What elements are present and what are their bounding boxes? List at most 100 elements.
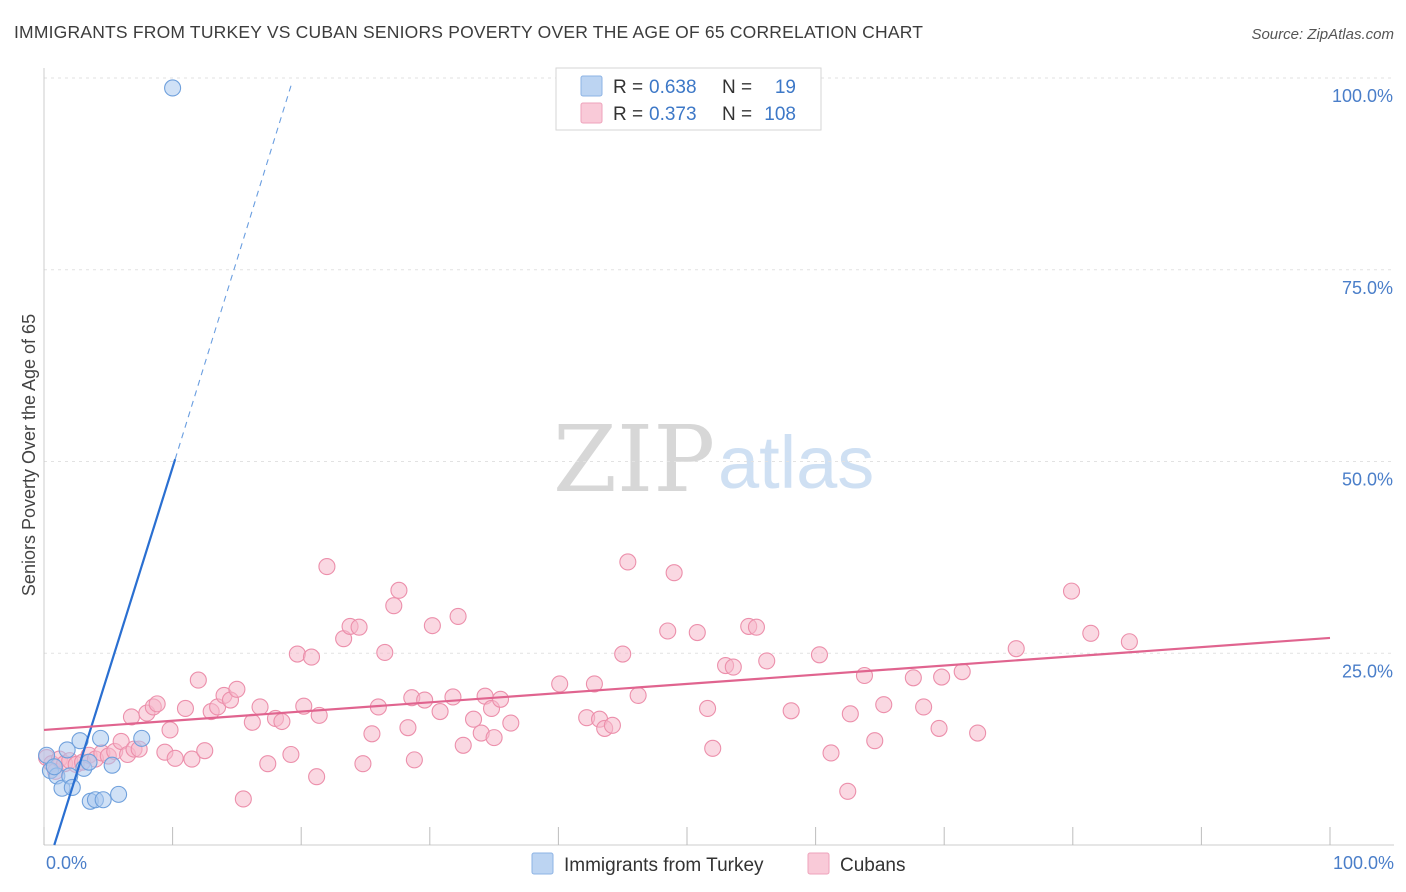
point-turkey-17 [133, 729, 151, 747]
point-cubans-49 [354, 755, 372, 773]
point-cubans-76 [603, 716, 621, 734]
watermark-atlas: atlas [718, 421, 874, 504]
legend-swatch-cubans [580, 102, 603, 124]
legend-n-label-turkey: N = [722, 77, 752, 98]
point-cubans-100 [930, 719, 948, 737]
point-cubans-36 [259, 755, 277, 773]
point-cubans-40 [288, 645, 306, 663]
point-cubans-57 [405, 751, 423, 769]
point-cubans-97 [875, 696, 893, 714]
point-turkey-14 [94, 791, 112, 809]
point-cubans-63 [454, 736, 472, 754]
point-cubans-27 [196, 742, 214, 760]
trend-line-turkey [53, 458, 177, 846]
point-cubans-50 [363, 725, 381, 743]
point-cubans-77 [614, 645, 632, 663]
legend-n-label-cubans: N = [722, 104, 752, 125]
bottom-legend-swatch-turkey [531, 852, 554, 875]
point-cubans-23 [166, 749, 184, 767]
bottom-legend-label-turkey: Immigrants from Turkey [564, 855, 764, 876]
point-turkey-16 [110, 785, 128, 803]
point-cubans-54 [390, 581, 408, 599]
legend-swatch-turkey [580, 75, 603, 97]
watermark: ZIP atlas [553, 406, 874, 513]
point-cubans-106 [1082, 624, 1100, 642]
point-cubans-82 [688, 623, 706, 642]
trend-line-cubans [43, 636, 1331, 732]
point-cubans-84 [704, 739, 722, 757]
y-tick-label-75: 75.0% [1342, 278, 1393, 298]
point-cubans-60 [431, 702, 449, 721]
point-cubans-90 [782, 702, 800, 720]
axes [43, 68, 1394, 846]
point-cubans-107 [1120, 633, 1138, 651]
point-cubans-94 [839, 782, 857, 800]
point-cubans-22 [161, 721, 179, 739]
series-legend: Immigrants from Turkey Cubans [531, 852, 906, 876]
point-cubans-32 [228, 680, 246, 698]
point-cubans-42 [302, 648, 321, 666]
point-cubans-91 [810, 646, 829, 664]
point-cubans-44 [308, 768, 326, 786]
bottom-legend-label-cubans: Cubans [840, 855, 906, 876]
point-cubans-88 [747, 618, 765, 636]
point-cubans-25 [183, 750, 201, 768]
point-cubans-39 [282, 745, 300, 764]
point-cubans-103 [969, 724, 987, 742]
y-tick-label-50: 50.0% [1342, 470, 1393, 490]
x-tick-labels: 0.0% 100.0% [46, 853, 1394, 873]
series-cubans [38, 553, 1138, 808]
point-cubans-83 [699, 699, 717, 718]
point-cubans-99 [915, 698, 933, 716]
point-cubans-104 [1007, 640, 1025, 658]
point-turkey-5 [58, 741, 76, 759]
x-tick-label-max: 100.0% [1333, 853, 1394, 873]
trend-line-turkey-extension [174, 81, 293, 460]
chart-source: Source: ZipAtlas.com [1251, 26, 1394, 43]
y-tick-labels: 25.0% 50.0% 75.0% 100.0% [1332, 86, 1393, 681]
point-turkey-18 [45, 758, 63, 776]
point-cubans-20 [148, 695, 166, 713]
point-cubans-61 [444, 688, 462, 706]
point-cubans-98 [904, 669, 922, 687]
correlation-legend: R = 0.638 N = 19 R = 0.373 N = 108 [555, 67, 822, 131]
point-turkey-13 [92, 729, 110, 747]
y-axis-label: Seniors Poverty Over the Age of 65 [19, 314, 39, 596]
point-cubans-89 [758, 652, 776, 670]
point-cubans-93 [841, 705, 859, 723]
legend-r-label-turkey: R = [613, 77, 643, 98]
legend-n-value-cubans: 108 [764, 104, 796, 125]
legend-n-value-turkey: 19 [775, 77, 796, 98]
point-cubans-52 [376, 643, 394, 662]
watermark-zip: ZIP [553, 406, 715, 513]
point-cubans-79 [629, 686, 647, 704]
point-cubans-58 [416, 691, 434, 709]
y-tick-label-100: 100.0% [1332, 86, 1393, 106]
legend-r-value-turkey: 0.638 [649, 77, 697, 98]
trend-lines [43, 81, 1331, 846]
legend-r-label-cubans: R = [613, 104, 643, 125]
point-cubans-64 [464, 710, 483, 728]
point-cubans-55 [399, 719, 417, 737]
point-cubans-45 [318, 558, 336, 576]
point-cubans-102 [953, 663, 971, 681]
point-cubans-86 [724, 658, 742, 676]
grid-lines [44, 77, 1394, 654]
point-cubans-70 [502, 714, 520, 732]
point-cubans-59 [423, 617, 441, 635]
bottom-legend-swatch-cubans [807, 852, 830, 875]
point-cubans-38 [273, 712, 291, 731]
point-cubans-101 [933, 668, 951, 686]
point-cubans-26 [189, 671, 207, 689]
point-cubans-105 [1062, 582, 1081, 600]
point-cubans-78 [619, 553, 637, 571]
point-cubans-53 [385, 597, 403, 615]
point-cubans-69 [491, 690, 510, 708]
point-cubans-68 [485, 729, 503, 747]
point-cubans-81 [665, 564, 683, 582]
point-turkey-10 [80, 753, 98, 771]
point-cubans-33 [234, 790, 252, 808]
point-cubans-62 [449, 607, 467, 625]
point-cubans-34 [243, 713, 261, 731]
